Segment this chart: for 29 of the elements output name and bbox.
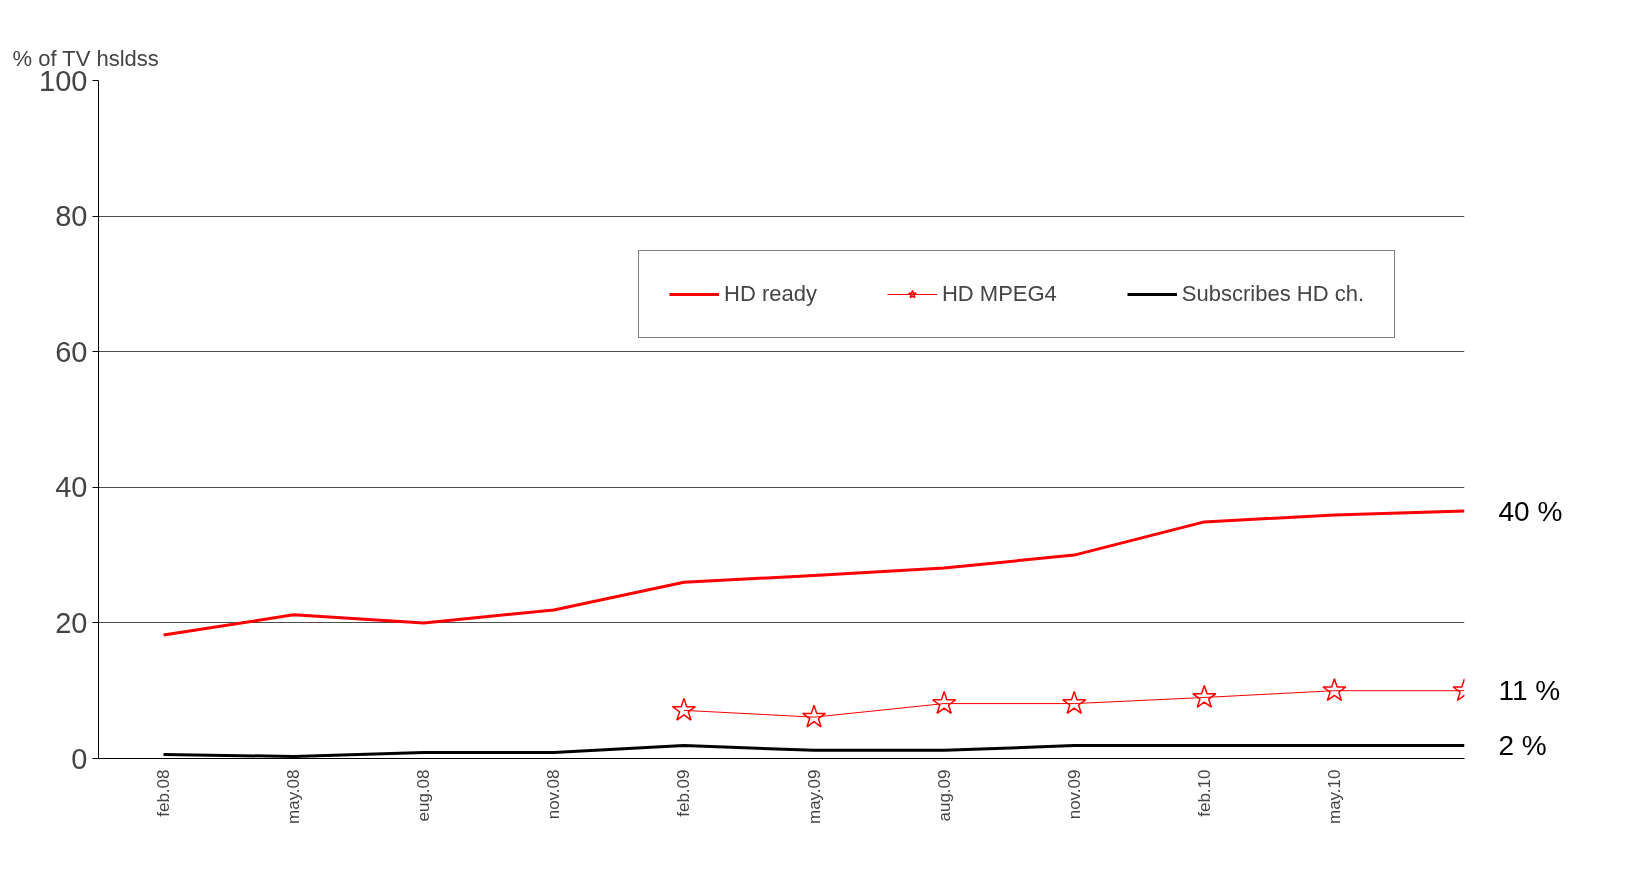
y-axis-title: % of TV hsldss bbox=[12, 45, 159, 71]
point bbox=[671, 697, 697, 721]
point bbox=[1192, 684, 1217, 708]
x-tick-label: eug.08 bbox=[414, 769, 434, 822]
point bbox=[1062, 690, 1087, 715]
legend-label: HD MPEG4 bbox=[941, 281, 1057, 307]
x-tick-label: may.08 bbox=[284, 769, 304, 824]
legend-label: HD ready bbox=[724, 281, 817, 307]
y-tick-label: 0 bbox=[71, 742, 88, 775]
x-tick-label: feb.10 bbox=[1194, 769, 1214, 817]
line-series bbox=[162, 509, 1465, 637]
y-tick-label: 20 bbox=[55, 606, 88, 639]
point bbox=[801, 704, 827, 728]
text: 40 % bbox=[1498, 495, 1563, 527]
legend-label: Subscribes HD ch. bbox=[1181, 281, 1365, 307]
x-tick-label: nov.09 bbox=[1064, 769, 1084, 820]
x-tick-label: aug.09 bbox=[934, 769, 954, 822]
point bbox=[1322, 677, 1347, 702]
point bbox=[931, 690, 957, 715]
x-tick-label: nov.08 bbox=[544, 769, 564, 820]
text: 11 % bbox=[1498, 675, 1561, 707]
x-tick-label: may.10 bbox=[1324, 769, 1344, 824]
x-tick-label: may.09 bbox=[804, 769, 824, 824]
x-tick-label: feb.08 bbox=[154, 769, 174, 817]
y-tick-label: 40 bbox=[55, 471, 88, 504]
y-tick-label: 80 bbox=[55, 200, 88, 233]
text: 2 % bbox=[1498, 730, 1547, 762]
y-tick-label: 60 bbox=[55, 335, 88, 368]
x-tick-label: feb.09 bbox=[674, 769, 694, 817]
